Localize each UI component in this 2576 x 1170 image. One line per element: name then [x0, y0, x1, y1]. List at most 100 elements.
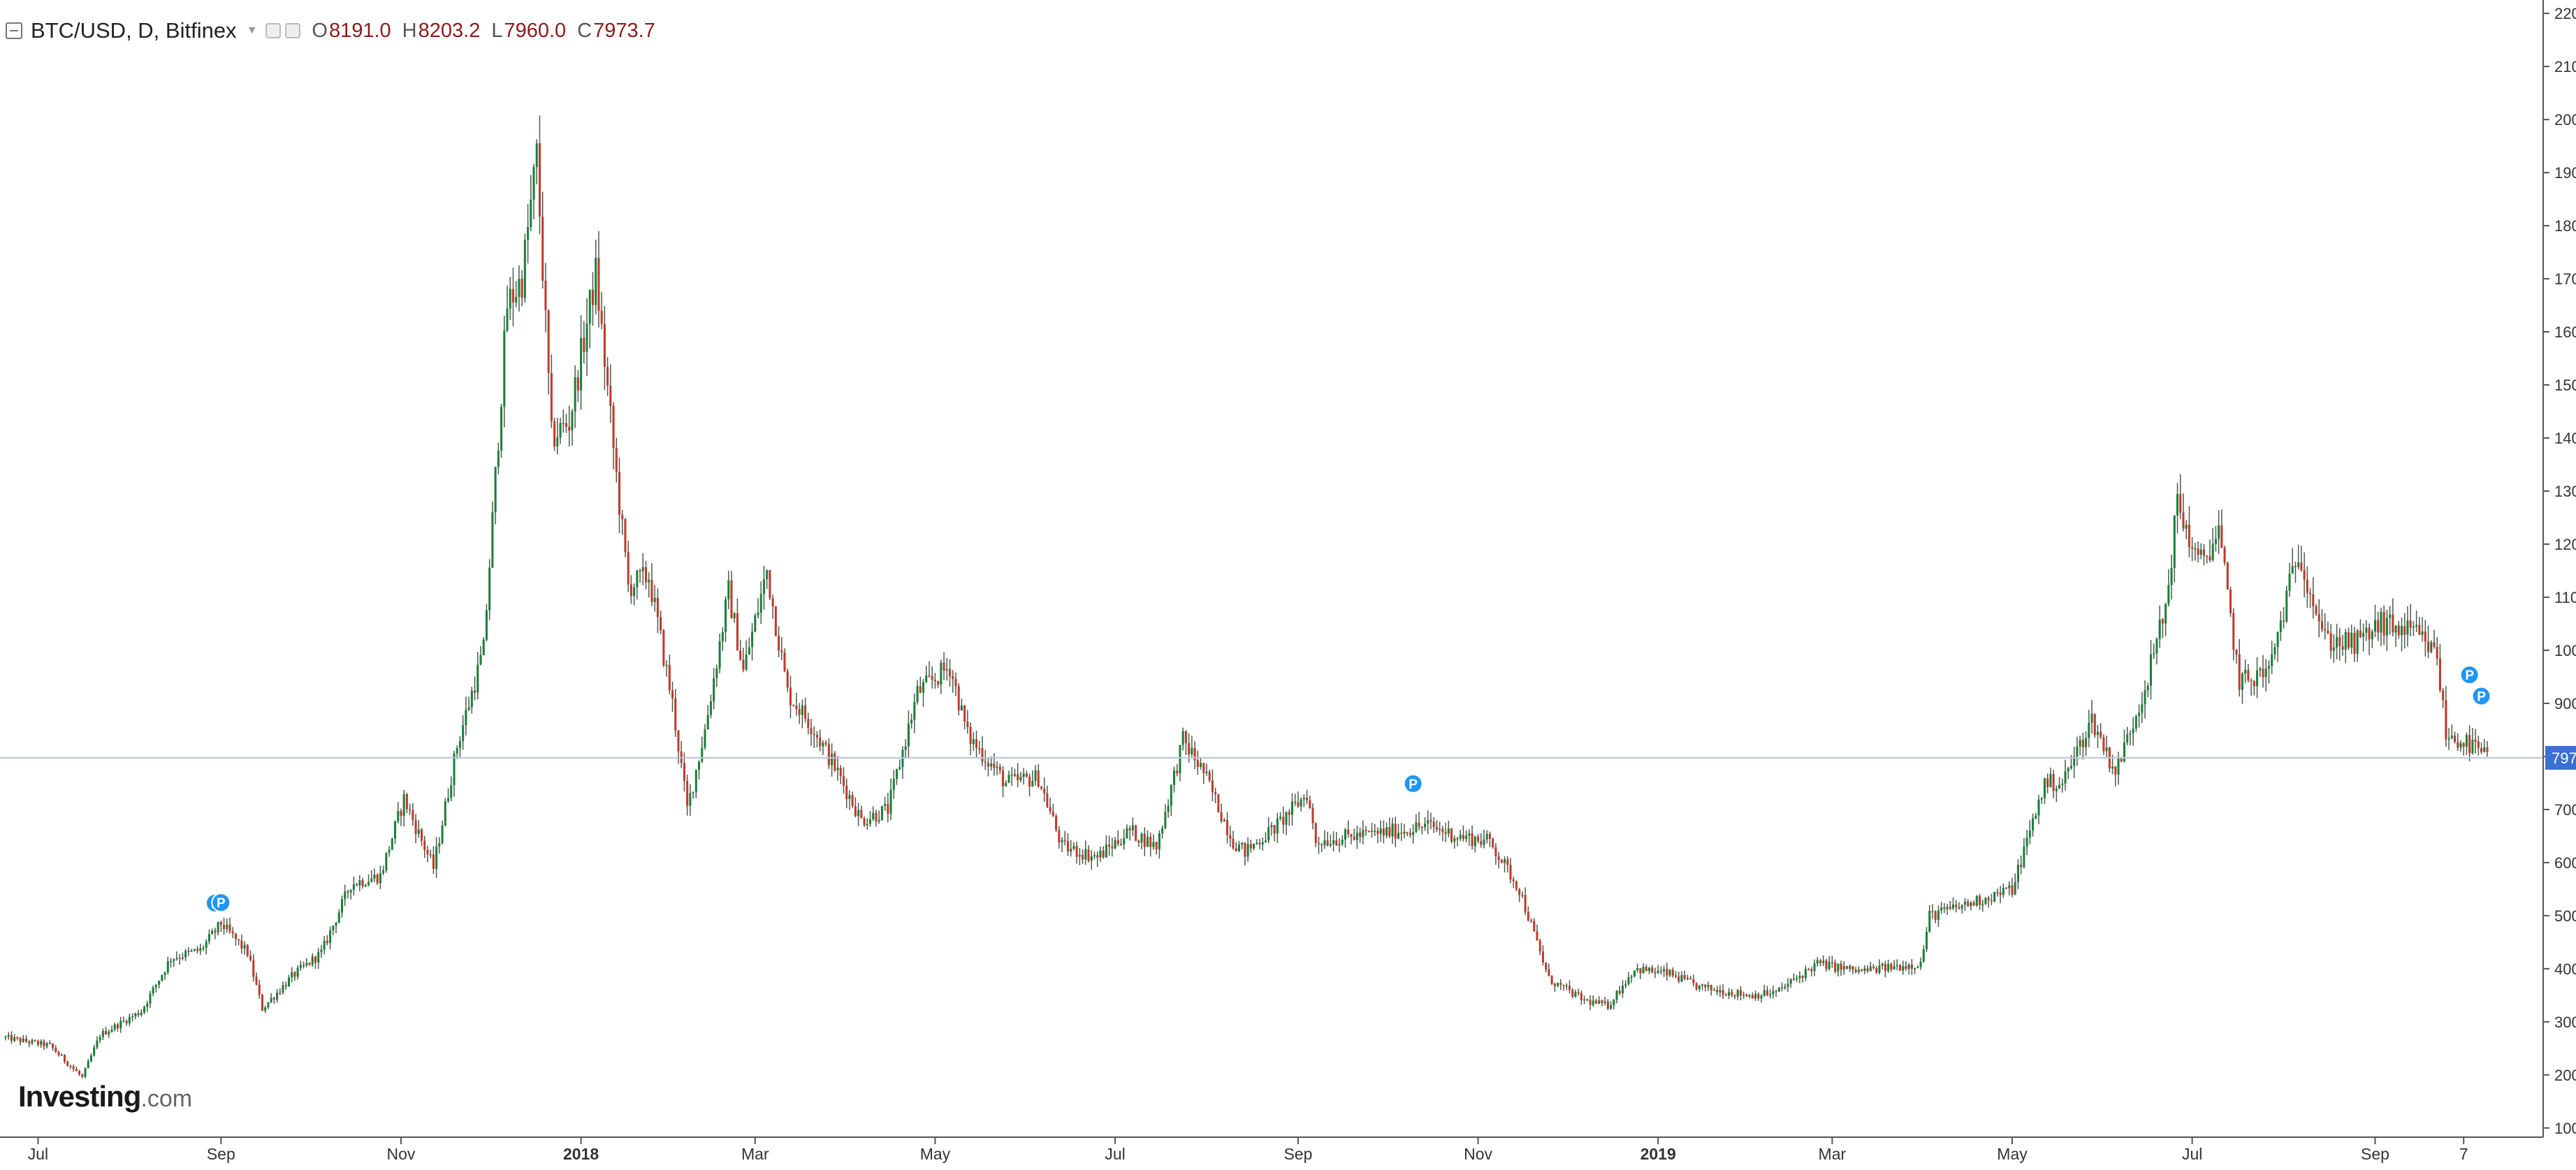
- event-marker[interactable]: [1403, 773, 1423, 794]
- event-marker-label: P: [1409, 777, 1418, 792]
- candle-body: [2438, 658, 2441, 691]
- candle-body: [1202, 763, 1205, 773]
- candle-body: [987, 763, 989, 767]
- candle-body: [981, 748, 984, 762]
- candle-body: [1979, 895, 1981, 905]
- candle-body: [1592, 1000, 1594, 1005]
- candle-body: [895, 769, 898, 780]
- candle-body: [2123, 742, 2126, 762]
- candle-body: [337, 912, 340, 923]
- candle-body: [1598, 1000, 1601, 1004]
- candle-body: [1135, 825, 1137, 841]
- event-marker[interactable]: [2471, 686, 2491, 706]
- candle-body: [60, 1055, 63, 1056]
- candle-body: [1586, 999, 1589, 1001]
- candle-body: [152, 987, 154, 994]
- candle-body: [1131, 825, 1134, 831]
- candle-body: [1692, 979, 1695, 983]
- candle-body: [827, 744, 830, 766]
- y-tick-label: 12000.0: [2554, 536, 2576, 553]
- candle-body: [851, 795, 854, 807]
- candle-body: [1176, 770, 1179, 774]
- event-marker[interactable]: [211, 893, 231, 913]
- candle-body: [2250, 680, 2253, 682]
- candle-body: [178, 958, 181, 959]
- collapse-legend-icon[interactable]: [6, 22, 22, 39]
- candle-body: [1757, 993, 1760, 999]
- candle-body: [1196, 760, 1199, 767]
- candle-body: [1739, 990, 1742, 996]
- candle-body: [1017, 774, 1019, 781]
- candle-body: [1093, 855, 1096, 856]
- candle-body: [1111, 847, 1114, 849]
- candle-body: [175, 958, 178, 960]
- candle-body: [1553, 983, 1556, 986]
- candle-body: [2008, 885, 2011, 889]
- candle-body: [1686, 978, 1689, 979]
- candle-body: [612, 406, 615, 448]
- candle-body: [1657, 970, 1659, 973]
- candle-body: [990, 763, 993, 767]
- candle-body: [1659, 970, 1662, 972]
- y-tick-label: 15000.0: [2554, 376, 2576, 394]
- candle-body: [1397, 833, 1400, 839]
- x-tick-label: Jul: [28, 1145, 48, 1163]
- candle-body: [1010, 775, 1013, 776]
- symbol-title[interactable]: BTC/USD, D, Bitfinex: [31, 18, 237, 43]
- candle-body: [2076, 746, 2079, 757]
- candle-body: [677, 730, 680, 752]
- candle-body: [1055, 816, 1058, 830]
- candle-body: [2436, 647, 2438, 659]
- candle-body: [190, 950, 193, 952]
- chevron-down-icon[interactable]: ▼: [246, 24, 258, 36]
- candle-body: [600, 311, 603, 324]
- candle-body: [736, 613, 738, 651]
- candle-body: [1432, 821, 1435, 827]
- candle-body: [2211, 543, 2214, 560]
- candle-body: [515, 297, 518, 302]
- candle-body: [633, 587, 636, 597]
- candle-body: [1816, 960, 1819, 964]
- x-tick-label: Mar: [1819, 1145, 1847, 1163]
- candle-body: [146, 1003, 149, 1007]
- candle-body: [2368, 627, 2371, 640]
- candle-body: [583, 337, 585, 352]
- candle-body: [2229, 589, 2232, 613]
- candle-body: [173, 959, 175, 961]
- x-tick-label: Sep: [1283, 1145, 1312, 1163]
- gear-icon[interactable]: [265, 23, 282, 38]
- candle-body: [2480, 747, 2483, 752]
- candle-body: [636, 570, 639, 587]
- candle-body: [2049, 774, 2052, 787]
- candle-body: [615, 448, 618, 472]
- candle-body: [748, 647, 750, 655]
- candle-body: [842, 776, 845, 786]
- candle-body: [214, 930, 217, 933]
- candle-body: [470, 690, 473, 708]
- candle-body: [347, 891, 349, 893]
- candle-body: [1784, 986, 1787, 988]
- logo-suffix: .com: [140, 1085, 193, 1112]
- candle-body: [1070, 849, 1072, 852]
- candle-body: [89, 1055, 93, 1062]
- candle-body: [1630, 977, 1633, 978]
- ohlc-open: O8191.0: [312, 20, 391, 43]
- candle-body: [2285, 590, 2288, 622]
- candle-body: [1465, 835, 1468, 840]
- candle-body: [2176, 494, 2179, 516]
- candle-body: [2102, 737, 2105, 752]
- candle-body: [1450, 828, 1453, 842]
- candle-body: [1813, 963, 1816, 972]
- y-tick-label: 19000.0: [2554, 164, 2576, 182]
- candle-body: [815, 735, 818, 738]
- candle-body: [2256, 670, 2259, 687]
- event-marker[interactable]: [2459, 665, 2480, 685]
- candle-body: [1051, 811, 1054, 817]
- gear-icon-2[interactable]: [285, 23, 301, 38]
- candle-body: [2206, 555, 2208, 557]
- candle-body: [1208, 771, 1211, 781]
- candle-body: [609, 386, 612, 407]
- candle-body: [1695, 983, 1698, 990]
